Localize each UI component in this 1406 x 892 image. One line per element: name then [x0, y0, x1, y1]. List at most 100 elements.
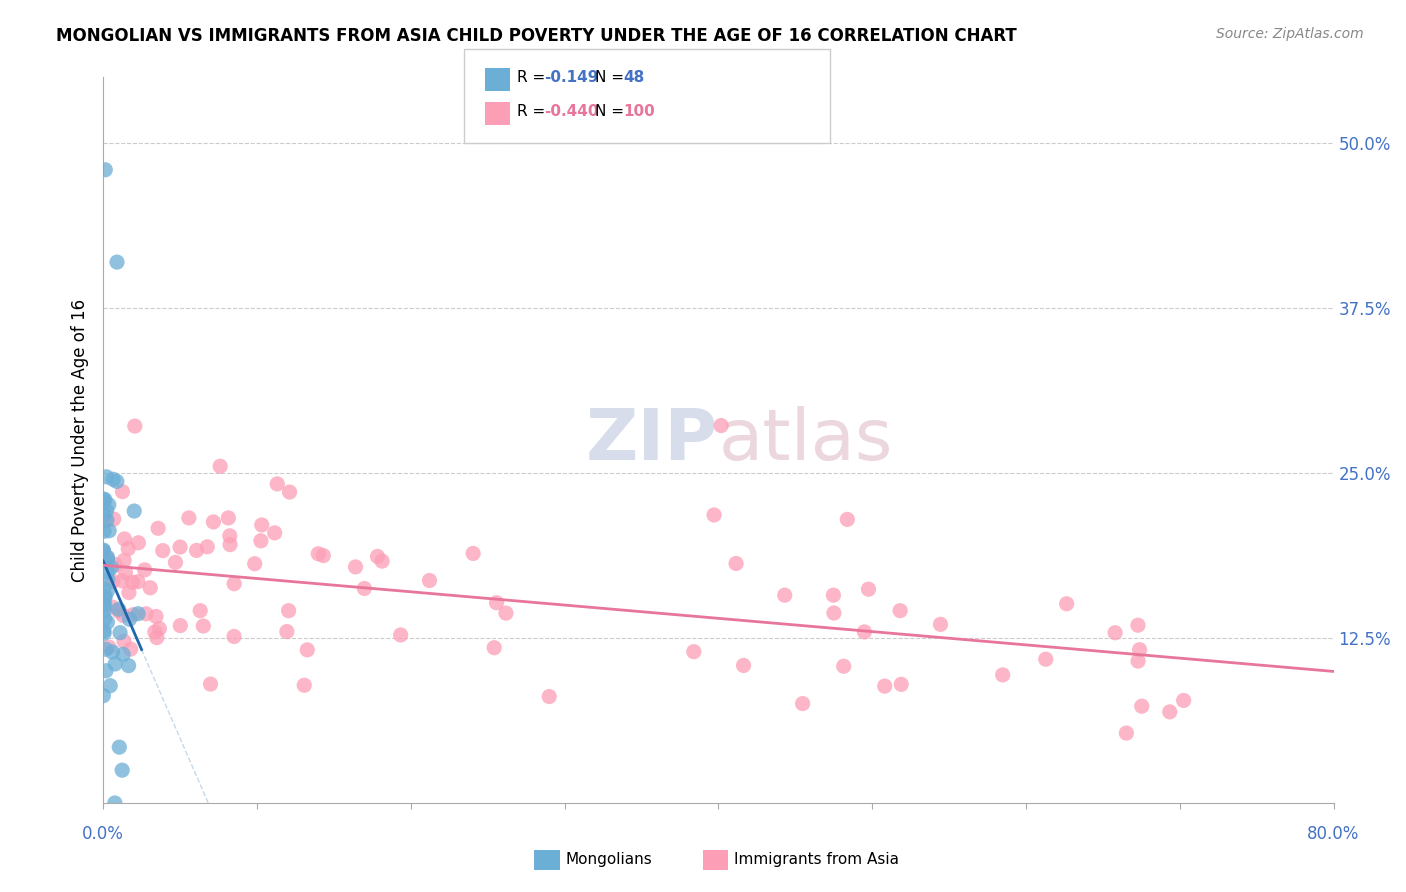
Point [463, 546, 485, 560]
Point [104, 657, 127, 671]
Point [485, 596, 508, 610]
Point [495, 606, 517, 620]
Point [188, 604, 211, 618]
Y-axis label: Child Poverty Under the Age of 16: Child Poverty Under the Age of 16 [72, 299, 89, 582]
Point [96, 584, 118, 599]
Text: -0.149: -0.149 [544, 70, 599, 85]
Point [344, 560, 367, 574]
Point [832, 659, 855, 673]
Point [266, 476, 288, 491]
Point [482, 640, 505, 655]
Point [114, 532, 136, 546]
Point [703, 508, 725, 522]
Text: R =: R = [517, 70, 551, 85]
Point [209, 459, 232, 474]
Point [837, 512, 859, 526]
Point [200, 677, 222, 691]
Point [93, 689, 115, 703]
Point [139, 581, 162, 595]
Point [823, 588, 845, 602]
Point [118, 585, 141, 599]
Point [169, 618, 191, 632]
Point [93, 495, 115, 509]
Point [96, 550, 118, 565]
Point [263, 525, 285, 540]
Point [96, 550, 118, 565]
Point [165, 556, 187, 570]
Point [122, 607, 145, 622]
Point [107, 602, 129, 616]
Point [104, 796, 127, 810]
Point [222, 630, 245, 644]
Point [292, 678, 315, 692]
Point [96, 615, 118, 630]
Point [1130, 699, 1153, 714]
Point [111, 763, 134, 777]
Point [101, 645, 124, 659]
Point [105, 255, 128, 269]
Text: atlas: atlas [718, 406, 893, 475]
Point [890, 677, 912, 691]
Point [101, 574, 124, 589]
Point [792, 697, 814, 711]
Point [134, 563, 156, 577]
Point [773, 588, 796, 602]
Point [1056, 597, 1078, 611]
Point [93, 596, 115, 610]
Point [97, 498, 120, 512]
Text: Source: ZipAtlas.com: Source: ZipAtlas.com [1216, 27, 1364, 41]
Point [823, 606, 845, 620]
Point [117, 658, 139, 673]
Point [105, 475, 128, 489]
Point [91, 544, 114, 558]
Point [217, 511, 239, 525]
Point [873, 679, 896, 693]
Point [127, 536, 149, 550]
Point [710, 418, 733, 433]
Point [353, 582, 375, 596]
Text: 100: 100 [623, 104, 655, 119]
Point [121, 575, 143, 590]
Point [93, 508, 115, 523]
Point [169, 540, 191, 554]
Point [103, 512, 125, 526]
Point [219, 538, 242, 552]
Point [98, 524, 121, 538]
Point [94, 642, 117, 657]
Point [127, 607, 149, 621]
Point [538, 690, 561, 704]
Point [733, 658, 755, 673]
Point [278, 485, 301, 500]
Point [93, 543, 115, 558]
Text: ZIP: ZIP [586, 406, 718, 475]
Point [146, 521, 169, 535]
Point [145, 609, 167, 624]
Point [1159, 705, 1181, 719]
Text: 0.0%: 0.0% [82, 825, 124, 843]
Point [93, 603, 115, 617]
Point [93, 582, 115, 596]
Point [312, 549, 335, 563]
Text: 80.0%: 80.0% [1308, 825, 1360, 843]
Point [127, 574, 149, 589]
Point [152, 543, 174, 558]
Point [418, 574, 440, 588]
Point [1126, 654, 1149, 668]
Point [93, 491, 115, 506]
Point [195, 540, 218, 554]
Point [186, 543, 208, 558]
Point [111, 574, 134, 588]
Point [366, 549, 388, 564]
Point [297, 643, 319, 657]
Point [122, 504, 145, 518]
Point [889, 604, 911, 618]
Text: Mongolians: Mongolians [565, 853, 652, 867]
Point [111, 608, 134, 623]
Point [725, 557, 748, 571]
Point [1126, 618, 1149, 632]
Point [276, 624, 298, 639]
Point [93, 591, 115, 605]
Text: 48: 48 [623, 70, 644, 85]
Text: R =: R = [517, 104, 551, 119]
Point [93, 626, 115, 640]
